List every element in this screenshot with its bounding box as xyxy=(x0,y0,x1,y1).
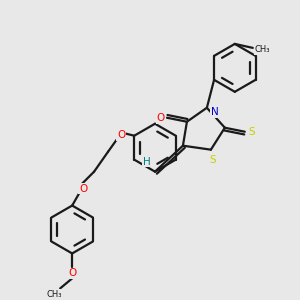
Text: O: O xyxy=(117,130,125,140)
Text: H: H xyxy=(143,157,151,166)
Text: CH₃: CH₃ xyxy=(46,290,62,299)
Text: O: O xyxy=(79,184,87,194)
Text: O: O xyxy=(157,113,165,123)
Text: S: S xyxy=(210,155,216,165)
Text: CH₃: CH₃ xyxy=(254,45,269,54)
Text: N: N xyxy=(211,107,219,117)
Text: O: O xyxy=(68,268,76,278)
Text: S: S xyxy=(248,127,255,137)
